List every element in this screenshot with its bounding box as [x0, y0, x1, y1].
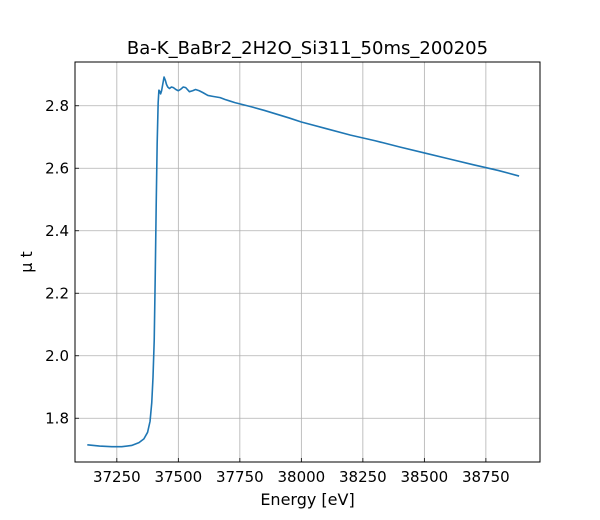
y-axis-ticks: 1.8 2.0 2.2 2.4 2.6 2.8 — [45, 97, 79, 427]
x-axis-ticks: 37250 37500 37750 38000 38250 38500 38750 — [93, 458, 510, 486]
y-tick-label: 2.8 — [45, 97, 69, 115]
x-tick-label: 37500 — [154, 468, 202, 486]
plot-series — [87, 76, 520, 448]
x-tick-label: 38500 — [401, 468, 449, 486]
y-axis-title: μ t — [17, 251, 36, 273]
x-tick-label: 38250 — [339, 468, 387, 486]
plot-area-frame — [74, 61, 541, 463]
y-tick-label: 2.4 — [45, 222, 69, 240]
y-tick-label: 1.8 — [45, 409, 69, 427]
grid-lines — [75, 62, 540, 462]
x-axis-title: Energy [eV] — [260, 490, 354, 509]
y-tick-label: 2.0 — [45, 347, 69, 365]
x-tick-label: 37250 — [93, 468, 141, 486]
x-tick-label: 38750 — [462, 468, 510, 486]
x-tick-label: 38000 — [277, 468, 325, 486]
chart-title: Ba-K_BaBr2_2H2O_Si311_50ms_200205 — [127, 38, 488, 59]
y-tick-label: 2.2 — [45, 284, 69, 302]
x-tick-label: 37750 — [216, 468, 264, 486]
series-line — [87, 76, 520, 448]
y-tick-label: 2.6 — [45, 159, 69, 177]
